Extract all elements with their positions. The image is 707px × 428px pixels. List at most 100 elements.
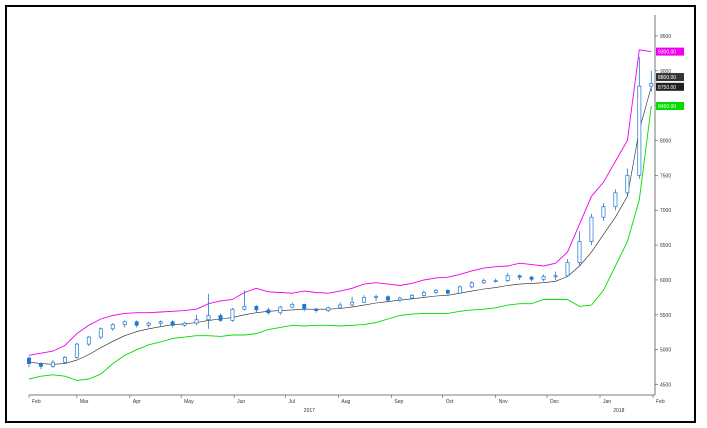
y-tick-label: 9500	[660, 34, 671, 40]
y-axis: 9500900085008000750070006500600055005000…	[654, 15, 671, 395]
y-tick-label: 9000	[660, 69, 671, 75]
candle	[302, 303, 307, 312]
candle-body	[433, 290, 438, 293]
candle-body	[374, 296, 378, 299]
candle-body	[146, 322, 151, 326]
candle	[577, 231, 582, 267]
candle-body	[206, 315, 211, 321]
candle	[218, 313, 223, 322]
candle-body	[601, 206, 606, 218]
candle	[86, 335, 91, 347]
last-price-tag: 8800.00	[656, 73, 684, 82]
candle-body	[134, 321, 139, 326]
candle-body	[338, 304, 343, 309]
y-tick-label: 5000	[660, 348, 671, 354]
candle	[421, 290, 426, 297]
last-value-tags: 9300.00 8800.00 8750.00 8450.00	[656, 47, 684, 110]
candle-body	[122, 321, 127, 325]
candle-body	[254, 306, 259, 311]
candle	[62, 355, 67, 364]
candle	[182, 321, 187, 327]
candle-body	[62, 356, 67, 363]
candle	[553, 271, 558, 280]
candle	[481, 278, 486, 285]
candle	[27, 356, 31, 368]
candle	[469, 281, 474, 289]
candle-body	[170, 321, 175, 326]
chart-frame	[5, 5, 696, 423]
x-tick-label: Mar	[80, 399, 89, 405]
candle-body	[421, 292, 426, 296]
candle	[266, 307, 271, 315]
candle	[493, 278, 498, 283]
candle	[326, 306, 331, 313]
candle-body	[505, 275, 510, 282]
candle	[278, 305, 283, 315]
x-tick-label: Oct	[446, 399, 454, 405]
candle	[529, 275, 534, 282]
x-tick-label: Jan	[603, 399, 611, 405]
y-tick-label: 7000	[660, 208, 671, 214]
candle	[254, 305, 259, 313]
year-label: 2018	[613, 408, 624, 414]
candle-body	[493, 280, 498, 283]
candle-body	[218, 315, 223, 321]
candle-body	[589, 216, 594, 242]
candle-body	[386, 296, 390, 301]
candle-body	[290, 304, 295, 308]
candle	[565, 259, 570, 278]
chart: Feb Mar Apr May Jun Jul Aug Sep Oct Nov Dec Jan Feb 2…	[27, 15, 684, 414]
candle-body	[110, 324, 115, 330]
price-candles	[27, 56, 654, 370]
candle-body	[529, 276, 534, 280]
x-tick-label: Dec	[550, 399, 559, 405]
candle-body	[613, 192, 618, 208]
last-price-tag-label: 8800.00	[658, 75, 676, 81]
candle-body	[302, 304, 307, 310]
candle-body	[314, 308, 319, 311]
middle-band-tag: 8750.00	[656, 82, 684, 91]
candle	[457, 285, 462, 294]
candle	[350, 296, 355, 307]
lower-band-tag-box	[656, 101, 684, 110]
x-tick-label: Sep	[394, 399, 403, 405]
candle	[98, 327, 103, 340]
candle-body	[350, 301, 355, 306]
upper-band-tag-box	[656, 47, 684, 56]
candle	[122, 320, 127, 328]
x-tick-label: Feb	[32, 399, 41, 405]
candle-body	[637, 85, 642, 176]
candle	[445, 289, 450, 295]
candle-body	[457, 286, 462, 294]
middle-band-line	[28, 86, 652, 365]
band-lines	[28, 49, 652, 381]
candle-body	[242, 306, 247, 310]
candle-body	[565, 262, 570, 277]
candle-body	[27, 357, 31, 364]
lower-band-line	[28, 105, 652, 381]
middle-band-tag-box	[656, 82, 684, 91]
candle-body	[649, 82, 654, 87]
candle	[637, 56, 642, 179]
candle	[146, 321, 151, 328]
candle	[409, 293, 414, 300]
y-tick-label: 5500	[660, 313, 671, 319]
middle-band-tag-label: 8750.00	[658, 85, 676, 91]
x-tick-label: Feb	[656, 399, 665, 405]
candle-body	[158, 321, 163, 324]
candle-body	[398, 297, 402, 301]
candle-body	[86, 336, 91, 345]
year-label: 2017	[304, 408, 315, 414]
candle	[39, 362, 43, 370]
y-tick-label: 6000	[660, 278, 671, 284]
candle-body	[541, 276, 546, 280]
x-axis: Feb Mar Apr May Jun Jul Aug Sep Oct Nov Dec Jan Feb 2…	[28, 394, 665, 414]
lower-band-tag: 8450.00	[656, 101, 684, 110]
x-tick-label: Jun	[237, 399, 245, 405]
candle-body	[194, 319, 199, 324]
candle	[433, 289, 438, 294]
candle	[206, 293, 211, 329]
candle	[338, 302, 343, 310]
candle	[314, 307, 319, 313]
candle-body	[481, 280, 486, 284]
